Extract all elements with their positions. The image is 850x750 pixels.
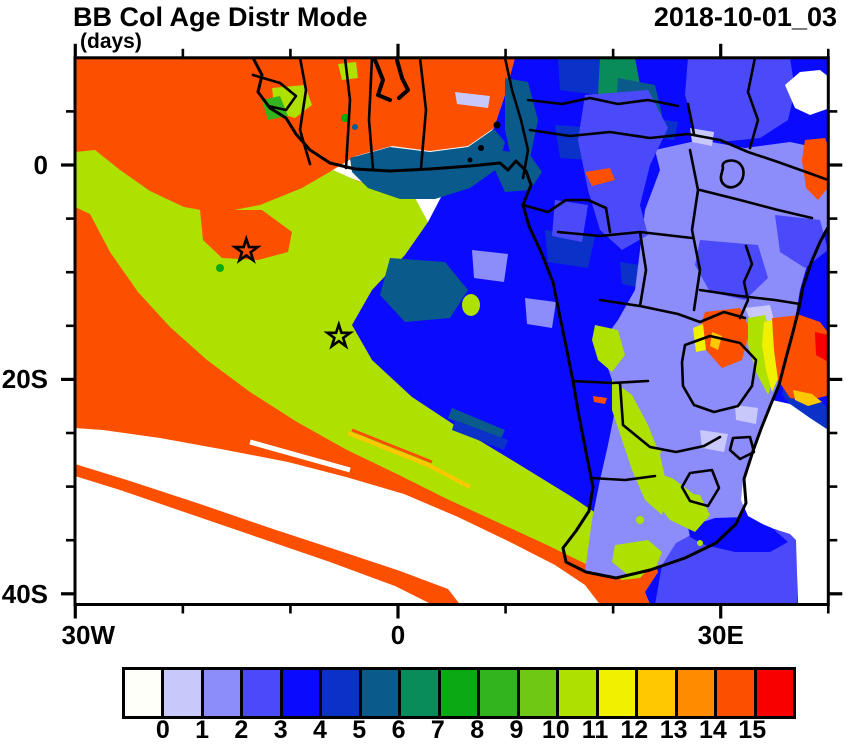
colorbar-tick-label: 2 <box>234 716 249 744</box>
colorbar-tick-label: 11 <box>581 716 609 744</box>
colorbar-tick-label: 8 <box>470 716 485 744</box>
region-aged-smoke-10-11d <box>75 150 655 580</box>
region-fresh-smoke-2-3d <box>578 57 828 605</box>
region-orange-inlet <box>200 210 292 260</box>
white-sliver <box>249 439 351 473</box>
teal-sliver <box>448 408 505 440</box>
colorbar-cell <box>200 670 241 716</box>
colorbar-cell <box>516 670 557 716</box>
x-tick-label: 30E <box>697 620 744 650</box>
green-dot <box>216 264 224 272</box>
map-frame <box>73 56 830 607</box>
colorbar-tick-label: 4 <box>313 716 327 744</box>
colorbar-tick-label: 13 <box>659 716 688 744</box>
colorbar-tick-label: 6 <box>391 716 406 744</box>
colorbar-cell <box>714 670 754 716</box>
peri-dab2 <box>472 250 508 282</box>
colorbar-cell <box>161 670 201 716</box>
region-transition-5-6d <box>350 129 505 199</box>
orange-sliver <box>351 428 433 464</box>
colorbar-cell <box>753 670 793 716</box>
colorbar-tick-label: 3 <box>273 716 288 744</box>
map-point-features <box>467 121 501 163</box>
colorbar-cell <box>556 670 596 716</box>
region-no-data-white <box>741 70 829 605</box>
region-aged-band-southeast <box>592 325 710 575</box>
peri-dab <box>525 298 556 328</box>
x-tick-label: 30W <box>61 620 116 650</box>
region-fire-hotspots-east <box>585 138 829 406</box>
colorbar-cell <box>398 670 438 716</box>
colorbar-tick-label: 9 <box>509 716 524 744</box>
plot-timestamp: 2018-10-01_03 <box>653 2 837 32</box>
colorbar-cell <box>358 670 399 716</box>
colorbar-cell <box>477 670 517 716</box>
y-tick-label: 40S <box>1 578 48 609</box>
colorbar-tick-label: 12 <box>620 716 649 744</box>
colorbar-cell <box>595 670 636 716</box>
colorbar-tick-label: 1 <box>195 716 210 744</box>
x-tick-label: 0 <box>390 620 406 650</box>
colorbar-cell <box>319 670 359 716</box>
plot-title: BB Col Age Distr Mode <box>73 2 368 32</box>
teal-mid-patch <box>380 258 468 322</box>
lime-dot-congo <box>462 294 480 316</box>
colorbar-cell <box>279 670 320 716</box>
colorbar-cell <box>674 670 715 716</box>
plot-units-label: (days) <box>80 30 142 53</box>
colorbar-tick-label: 5 <box>352 716 367 744</box>
colorbar-tick-label: 14 <box>699 716 727 744</box>
y-tick-label: 0 <box>33 150 48 180</box>
colorbar-labels: 0 1 2 3 4 5 6 7 8 9 10 11 12 13 14 15 <box>122 716 790 746</box>
region-aged-smoke-streak <box>75 464 460 605</box>
colorbar-cell <box>240 670 280 716</box>
y-tick-label: 20S <box>1 364 48 395</box>
coastline <box>251 57 829 580</box>
colorbar-tick-label: 10 <box>541 716 570 744</box>
tick-marks <box>61 43 843 619</box>
colorbar-cell <box>437 670 478 716</box>
colorbar-tick-label: 15 <box>738 716 767 744</box>
colorbar-tick-label: 7 <box>430 716 445 744</box>
colorbar <box>122 667 796 719</box>
country-borders <box>251 57 829 508</box>
colorbar-cell <box>125 670 162 716</box>
colorbar-tick-label: 0 <box>155 716 170 744</box>
colorbar-cell <box>635 670 675 716</box>
map-fill-regions <box>75 57 829 605</box>
gold-streak <box>347 431 471 489</box>
